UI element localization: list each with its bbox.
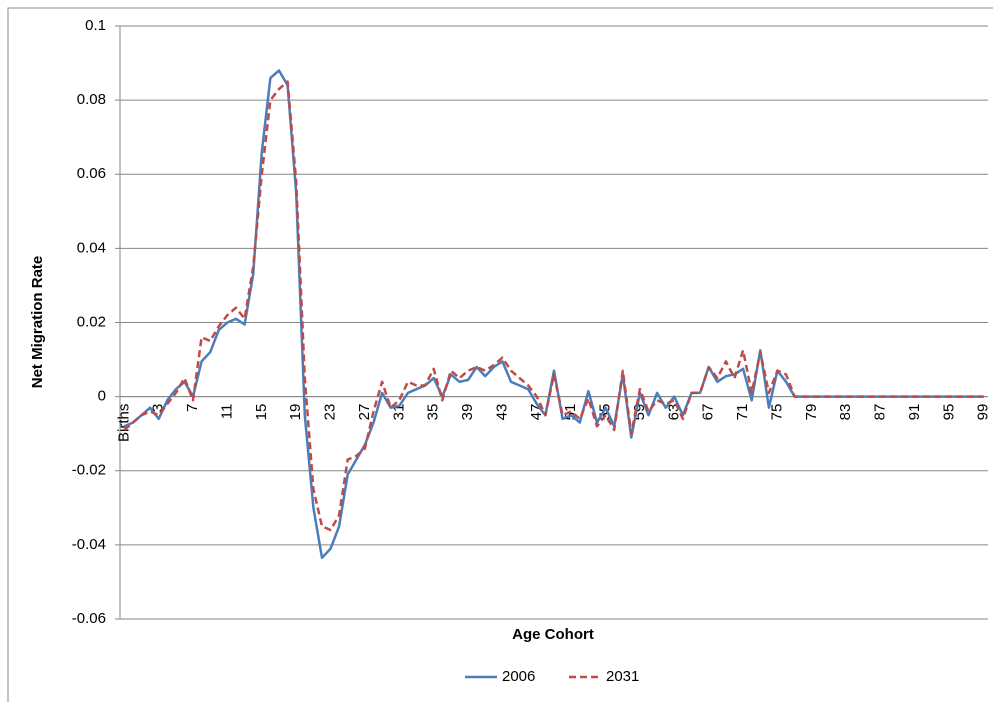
y-tick-label: 0.1 [85,17,106,34]
x-tick-label: 19 [287,404,304,421]
x-tick-label: 75 [768,404,785,421]
x-tick-label: 71 [734,404,751,421]
x-tick-label: 95 [940,404,957,421]
legend-label: 2006 [502,668,535,685]
line-series [123,80,984,532]
x-tick-label: 99 [975,404,992,421]
y-axis-title: Net Migration Rate [29,256,46,389]
x-tick-label: 43 [493,404,510,421]
x-tick-label: 11 [218,404,235,420]
x-tick-label: 91 [906,404,923,421]
x-axis-title: Age Cohort [512,626,594,643]
x-tick-label: Births [115,404,132,442]
y-tick-label: 0.02 [77,313,106,330]
x-tick-label: 39 [459,404,476,421]
y-tick-label: -0.06 [72,610,106,627]
x-tick-label: 23 [322,404,339,421]
x-tick-label: 87 [872,404,889,421]
x-tick-label: 83 [837,404,854,421]
x-tick-label: 35 [425,404,442,421]
chart-frame [7,7,993,707]
line-series [123,69,984,560]
y-tick-label: -0.02 [72,462,106,479]
x-tick-label: 3 [150,404,167,412]
x-tick-label: 79 [803,404,820,421]
x-tick-label: 27 [356,404,373,421]
y-tick-label: 0.04 [77,239,106,256]
y-tick-label: 0.08 [77,91,106,108]
x-tick-label: 67 [700,404,717,421]
legend-label: 2031 [606,668,639,685]
y-tick-label: 0 [98,388,106,405]
x-tick-label: 15 [253,404,270,421]
x-tick-label: 7 [184,404,201,412]
y-tick-label: 0.06 [77,165,106,182]
y-tick-label: -0.04 [72,536,106,553]
